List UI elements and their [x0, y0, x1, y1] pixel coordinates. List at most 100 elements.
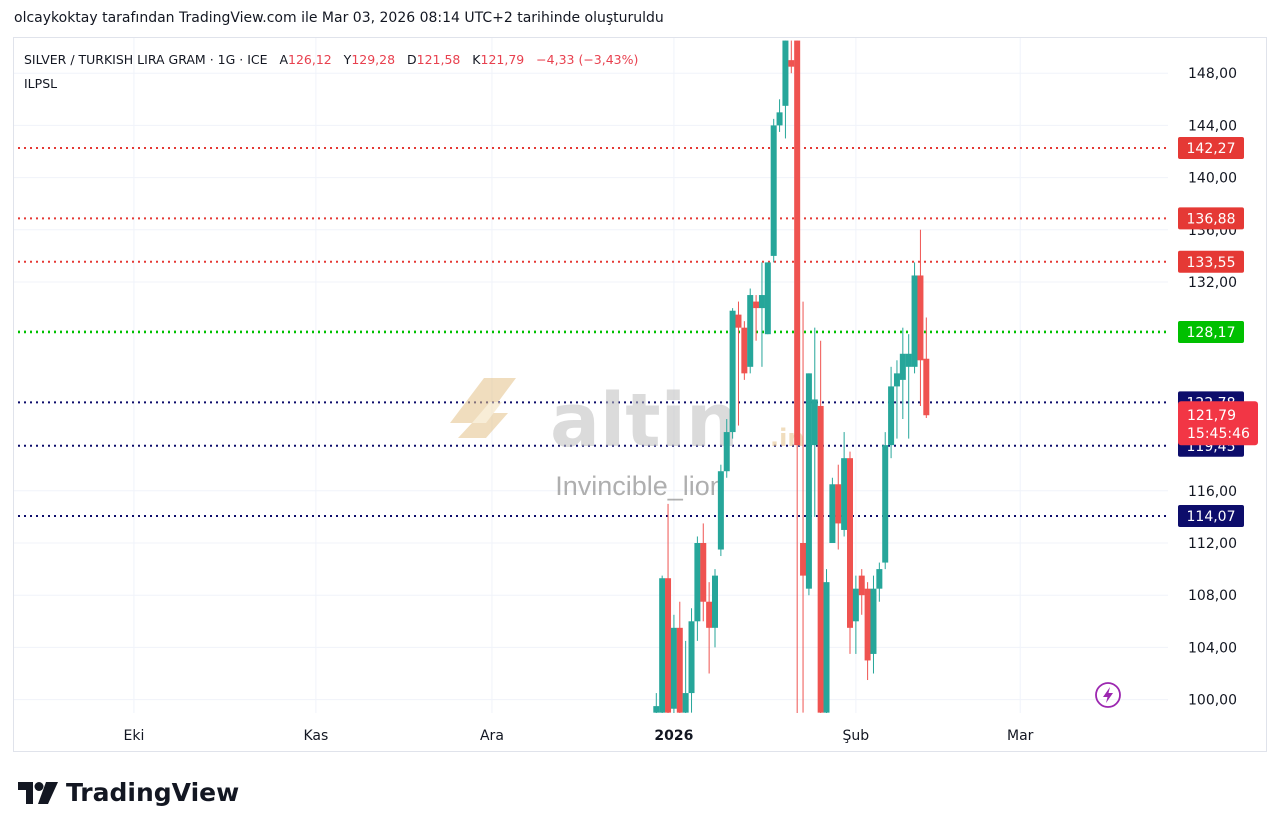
- chart-panel[interactable]: [13, 37, 1267, 752]
- candle-body: [794, 40, 801, 446]
- price-axis: 100,00 104,00 108,00 112,00 116,00 132,00 136,…: [1178, 66, 1258, 709]
- lightning-icon[interactable]: [1095, 682, 1121, 708]
- candle: [764, 262, 771, 335]
- candle: [817, 340, 824, 713]
- change-value: −4,33 (−3,43%): [536, 52, 639, 67]
- candle: [741, 321, 748, 380]
- candle-body: [694, 543, 701, 622]
- x-tick-label: 2026: [654, 728, 693, 744]
- level-badge-label: 133,55: [1187, 255, 1236, 271]
- symbol-legend: SILVER / TURKISH LIRA GRAM · 1G · ICE A 1…: [24, 52, 638, 67]
- candle-body: [665, 578, 672, 713]
- candle: [893, 360, 900, 439]
- candle: [905, 334, 912, 439]
- grid-lines: [14, 38, 1168, 713]
- candle: [835, 464, 842, 550]
- candle: [712, 569, 718, 648]
- candle-body: [893, 373, 900, 387]
- candle-body: [805, 373, 812, 589]
- footer-brand: TradingView: [66, 778, 240, 807]
- candle-body: [670, 627, 677, 709]
- y-tick-label: 140,00: [1188, 171, 1237, 187]
- candle: [805, 373, 812, 596]
- candle: [852, 575, 859, 654]
- symbol-title: SILVER / TURKISH LIRA GRAM · 1G · ICE: [24, 52, 268, 67]
- level-badge-label: 142,27: [1187, 141, 1236, 157]
- candle: [800, 301, 807, 713]
- level-badge-label: 136,88: [1187, 211, 1236, 227]
- level-badge: [1178, 207, 1244, 230]
- candle: [911, 262, 918, 374]
- candle: [723, 419, 730, 478]
- x-tick-label: Şub: [843, 728, 870, 744]
- time-axis: Eki Kas Ara 2026 Şub Mar: [123, 728, 1033, 744]
- candle-body: [841, 458, 848, 530]
- candle: [665, 503, 672, 713]
- candle-body: [917, 275, 924, 361]
- candle: [717, 464, 724, 557]
- watermark-author: Invincible_lion: [555, 471, 725, 501]
- candle-body: [923, 358, 930, 416]
- candle-body: [729, 310, 736, 433]
- candle-body: [829, 484, 836, 543]
- candle: [899, 327, 906, 420]
- high-value: 129,28: [351, 52, 396, 67]
- low-label: D: [406, 52, 417, 67]
- candle: [923, 317, 930, 418]
- candle-body: [653, 706, 660, 713]
- candle-body: [782, 40, 789, 106]
- level-badge: [1178, 320, 1244, 343]
- candle: [794, 40, 801, 713]
- level-badge: [1178, 504, 1244, 527]
- candle-body: [753, 301, 760, 309]
- candle-body: [741, 327, 748, 374]
- candle: [729, 308, 736, 439]
- candle: [653, 693, 660, 713]
- open-label: A: [279, 52, 288, 67]
- candle-body: [911, 275, 918, 367]
- candle: [688, 608, 695, 713]
- candle: [829, 477, 836, 543]
- candle-body: [905, 353, 912, 367]
- candle: [700, 523, 707, 622]
- candle-body: [823, 582, 830, 713]
- candle: [682, 640, 689, 713]
- candle: [858, 569, 865, 615]
- high-label: Y: [343, 52, 352, 67]
- candle-body: [682, 693, 689, 713]
- candle-body: [858, 575, 865, 596]
- y-tick-label: 100,00: [1188, 693, 1237, 709]
- candle-body: [882, 445, 889, 563]
- candle: [747, 288, 754, 374]
- candle: [706, 582, 713, 674]
- candle-body: [817, 405, 824, 713]
- candle: [676, 601, 683, 713]
- candle-body: [717, 471, 724, 550]
- candle-body: [788, 60, 795, 67]
- candle: [770, 118, 777, 263]
- candle-body: [899, 353, 906, 380]
- candle-body: [776, 112, 783, 126]
- candle: [782, 40, 789, 139]
- candle-body: [723, 432, 730, 472]
- candle: [735, 301, 742, 426]
- candle: [882, 432, 889, 570]
- candle-body: [764, 262, 771, 335]
- candle-body: [835, 484, 842, 524]
- candle: [864, 582, 871, 681]
- candle: [870, 575, 877, 674]
- indicator-label: ILPSL: [24, 76, 58, 91]
- close-label: K: [472, 52, 481, 67]
- candle: [659, 575, 666, 713]
- x-tick-label: Ara: [480, 728, 504, 744]
- candle: [917, 229, 924, 406]
- y-tick-label: 148,00: [1188, 66, 1237, 82]
- candle: [811, 327, 818, 517]
- candle: [823, 569, 830, 713]
- low-value: 121,58: [416, 52, 461, 67]
- candle: [847, 451, 853, 654]
- candle: [876, 562, 883, 602]
- tradingview-footer[interactable]: TradingView: [18, 778, 239, 807]
- candle: [753, 295, 760, 341]
